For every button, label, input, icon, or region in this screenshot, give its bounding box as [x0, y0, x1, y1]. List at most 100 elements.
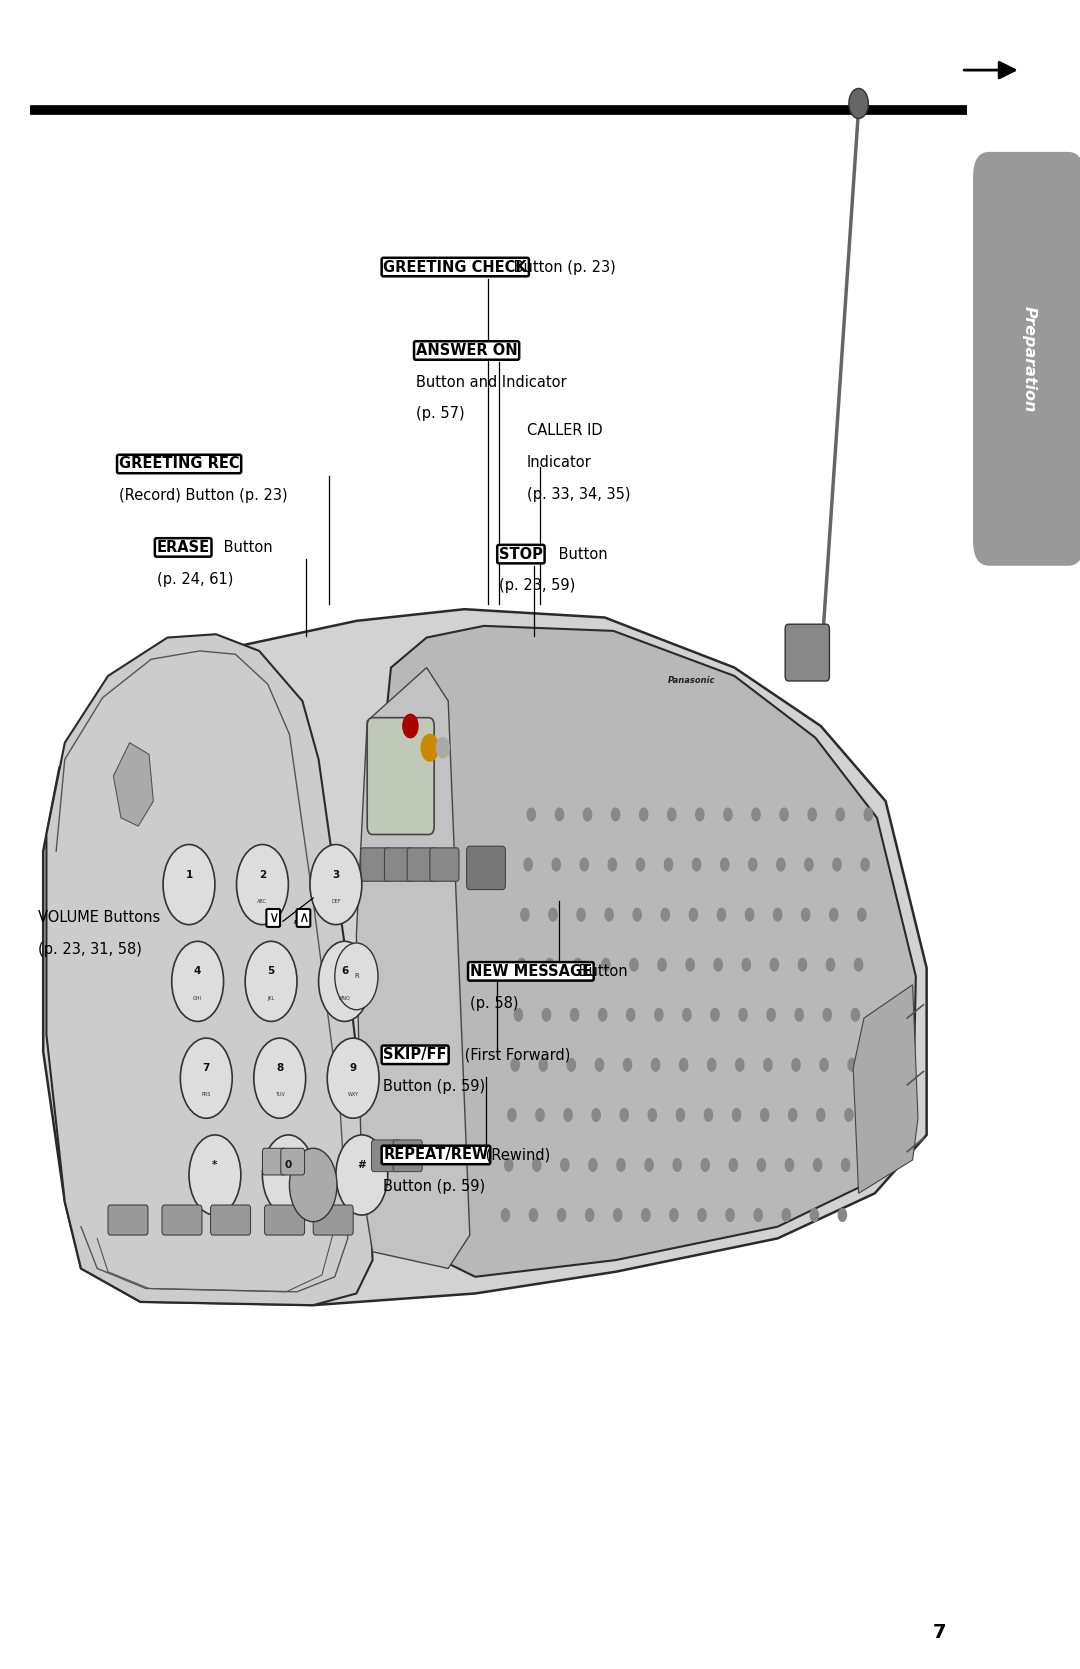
- Text: VOLUME Buttons: VOLUME Buttons: [38, 911, 164, 925]
- Circle shape: [552, 858, 561, 871]
- Text: ∧: ∧: [298, 911, 309, 925]
- Text: (p. 57): (p. 57): [416, 407, 464, 421]
- Polygon shape: [113, 743, 153, 826]
- FancyBboxPatch shape: [313, 1205, 353, 1235]
- Circle shape: [816, 1108, 825, 1122]
- Circle shape: [686, 958, 694, 971]
- Circle shape: [724, 808, 732, 821]
- Text: (p. 23, 59): (p. 23, 59): [499, 579, 576, 592]
- Circle shape: [335, 943, 378, 1010]
- Circle shape: [729, 1158, 738, 1172]
- Text: Button: Button: [575, 965, 627, 978]
- Text: 1: 1: [186, 870, 192, 880]
- Circle shape: [714, 958, 723, 971]
- Circle shape: [770, 958, 779, 971]
- Circle shape: [319, 941, 370, 1021]
- Circle shape: [602, 958, 610, 971]
- Text: (Rewind): (Rewind): [481, 1148, 550, 1162]
- Circle shape: [826, 958, 835, 971]
- FancyBboxPatch shape: [281, 1148, 305, 1175]
- Circle shape: [577, 908, 585, 921]
- FancyBboxPatch shape: [162, 1205, 202, 1235]
- FancyBboxPatch shape: [367, 718, 434, 834]
- Circle shape: [504, 1158, 513, 1172]
- Circle shape: [739, 1008, 747, 1021]
- Circle shape: [823, 1008, 832, 1021]
- Circle shape: [720, 858, 729, 871]
- Circle shape: [833, 858, 841, 871]
- Text: DEF: DEF: [332, 900, 340, 903]
- Text: 6: 6: [341, 966, 348, 976]
- Circle shape: [848, 1058, 856, 1071]
- Circle shape: [854, 958, 863, 971]
- Circle shape: [692, 858, 701, 871]
- Circle shape: [667, 808, 676, 821]
- Circle shape: [289, 1148, 337, 1222]
- Circle shape: [545, 958, 554, 971]
- Circle shape: [598, 1008, 607, 1021]
- FancyBboxPatch shape: [384, 848, 414, 881]
- Circle shape: [664, 858, 673, 871]
- Circle shape: [532, 1158, 541, 1172]
- Circle shape: [633, 908, 642, 921]
- Text: 5: 5: [268, 966, 274, 976]
- Text: Button (p. 59): Button (p. 59): [383, 1180, 486, 1193]
- Circle shape: [511, 1058, 519, 1071]
- Circle shape: [611, 808, 620, 821]
- Text: MNO: MNO: [339, 996, 350, 1000]
- Circle shape: [517, 958, 526, 971]
- Circle shape: [608, 858, 617, 871]
- Circle shape: [648, 1108, 657, 1122]
- Circle shape: [567, 1058, 576, 1071]
- Circle shape: [172, 941, 224, 1021]
- Text: (First Forward): (First Forward): [460, 1048, 570, 1061]
- Circle shape: [670, 1208, 678, 1222]
- Polygon shape: [43, 609, 927, 1305]
- Circle shape: [262, 1135, 314, 1215]
- Circle shape: [829, 908, 838, 921]
- Circle shape: [536, 1108, 544, 1122]
- Text: (p. 33, 34, 35): (p. 33, 34, 35): [527, 487, 631, 501]
- Circle shape: [661, 908, 670, 921]
- Text: Panasonic: Panasonic: [667, 676, 715, 686]
- Circle shape: [836, 808, 845, 821]
- Text: GREETING CHECK: GREETING CHECK: [383, 260, 527, 274]
- Circle shape: [813, 1158, 822, 1172]
- FancyBboxPatch shape: [973, 152, 1080, 566]
- Circle shape: [585, 1208, 594, 1222]
- Polygon shape: [853, 985, 918, 1193]
- Circle shape: [254, 1038, 306, 1118]
- Text: 7: 7: [933, 1622, 946, 1642]
- Circle shape: [583, 808, 592, 821]
- FancyBboxPatch shape: [265, 1205, 305, 1235]
- Circle shape: [180, 1038, 232, 1118]
- Circle shape: [748, 858, 757, 871]
- Circle shape: [573, 958, 582, 971]
- Circle shape: [163, 845, 215, 925]
- Circle shape: [327, 1038, 379, 1118]
- FancyBboxPatch shape: [467, 846, 505, 890]
- Circle shape: [592, 1108, 600, 1122]
- Circle shape: [858, 908, 866, 921]
- Text: 2: 2: [259, 870, 266, 880]
- Circle shape: [754, 1208, 762, 1222]
- Circle shape: [698, 1208, 706, 1222]
- Circle shape: [673, 1158, 681, 1172]
- Circle shape: [717, 908, 726, 921]
- Text: REPEAT/REW: REPEAT/REW: [383, 1148, 488, 1162]
- Text: ERASE: ERASE: [157, 541, 210, 554]
- Text: 8: 8: [276, 1063, 283, 1073]
- Circle shape: [580, 858, 589, 871]
- Polygon shape: [383, 626, 916, 1277]
- Circle shape: [654, 1008, 663, 1021]
- Circle shape: [570, 1008, 579, 1021]
- Circle shape: [795, 1008, 804, 1021]
- Circle shape: [542, 1008, 551, 1021]
- Text: ABC: ABC: [257, 900, 268, 903]
- Text: 3: 3: [333, 870, 339, 880]
- Text: Preparation: Preparation: [1022, 305, 1036, 412]
- Text: Button and Indicator: Button and Indicator: [416, 376, 566, 389]
- Text: Button: Button: [554, 547, 608, 561]
- Circle shape: [792, 1058, 800, 1071]
- Circle shape: [549, 908, 557, 921]
